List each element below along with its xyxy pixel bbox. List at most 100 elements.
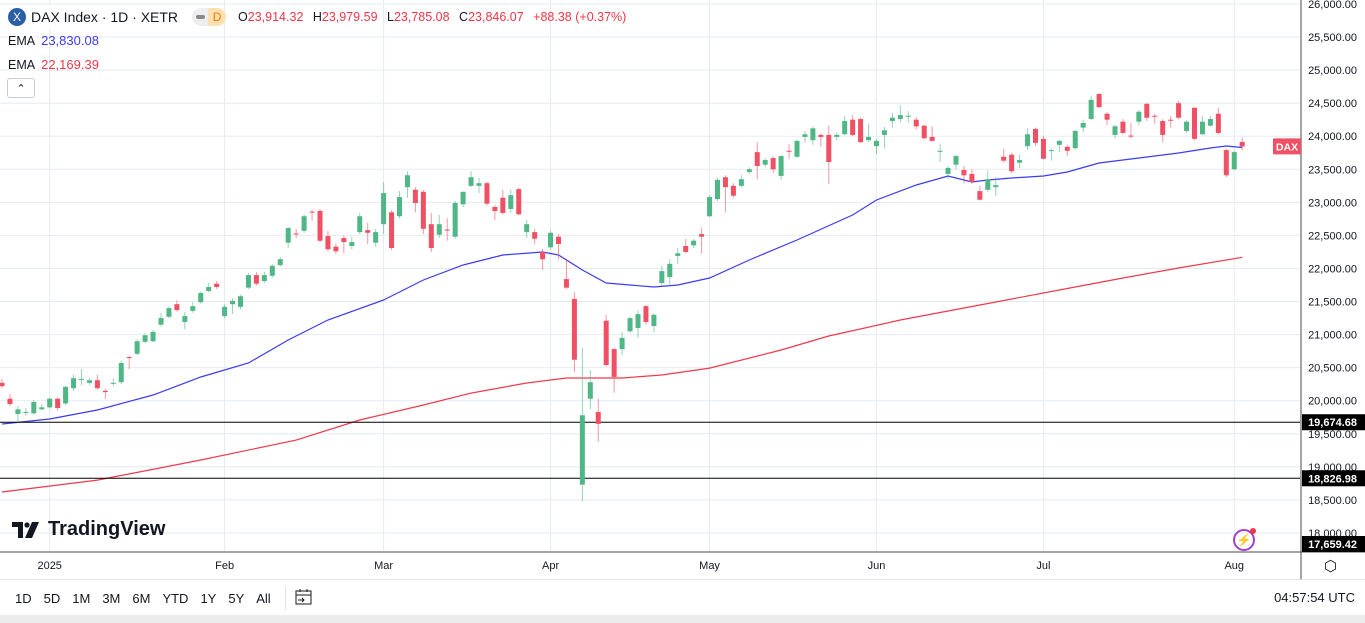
candle-down bbox=[556, 236, 561, 245]
candle-down bbox=[540, 251, 546, 260]
candle-down bbox=[786, 150, 792, 152]
candle-up bbox=[953, 156, 959, 165]
candle-down bbox=[428, 224, 434, 248]
range-5d[interactable]: 5D bbox=[43, 590, 61, 606]
candle-up bbox=[158, 318, 164, 325]
candle-up bbox=[1207, 119, 1213, 126]
price-chart[interactable]: 26,000.00 25,500.00 25,000.00 24,500.00 24,0… bbox=[0, 0, 1365, 579]
candle-down bbox=[94, 380, 100, 389]
candle-down bbox=[333, 246, 339, 252]
range-ytd[interactable]: YTD bbox=[162, 590, 189, 606]
candle-down bbox=[1168, 119, 1174, 121]
candle-up bbox=[1231, 152, 1237, 170]
chart-legend: X DAX Index · 1D · XETR D O23,914.32 H23… bbox=[8, 5, 632, 77]
candle-up bbox=[715, 179, 720, 200]
candle-up bbox=[945, 167, 951, 174]
candle-up bbox=[277, 259, 283, 266]
candle-up bbox=[230, 300, 236, 305]
range-3m[interactable]: 3M bbox=[102, 590, 121, 606]
range-all[interactable]: All bbox=[256, 590, 271, 606]
candle-up bbox=[1184, 121, 1190, 131]
candle-down bbox=[683, 245, 689, 252]
candle-up bbox=[1056, 140, 1062, 145]
candle-down bbox=[1040, 138, 1046, 159]
horizontal-line-price-tag bbox=[1302, 414, 1365, 431]
candle-down bbox=[317, 210, 323, 241]
candle-down bbox=[603, 320, 609, 366]
candle-up bbox=[635, 314, 641, 328]
candle-down bbox=[444, 229, 450, 231]
lightning-icon[interactable]: ⚡ bbox=[1233, 528, 1256, 551]
y-tick-label: 19,500.00 bbox=[1308, 429, 1357, 441]
candle-down bbox=[532, 232, 538, 239]
ema-fast-legend[interactable]: EMA 23,830.08 bbox=[8, 29, 632, 53]
y-tick-label: 20,000.00 bbox=[1308, 396, 1357, 408]
candle-down bbox=[929, 136, 935, 141]
candle-up bbox=[866, 136, 872, 141]
ema-slow-legend[interactable]: EMA 22,169.39 bbox=[8, 53, 632, 77]
candle-up bbox=[834, 134, 840, 137]
candle-up bbox=[707, 197, 713, 217]
settings-icon[interactable]: ⬡ bbox=[1324, 558, 1338, 575]
tradingview-logo[interactable]: TradingView bbox=[12, 518, 165, 541]
range-1d[interactable]: 1D bbox=[15, 590, 32, 606]
open-label: O bbox=[238, 10, 248, 24]
y-tick-label: 21,500.00 bbox=[1308, 297, 1357, 309]
candle-down bbox=[484, 183, 490, 204]
candle-down bbox=[1128, 135, 1134, 137]
bottom-price-label: 17,659.42 bbox=[1308, 539, 1357, 551]
y-tick-label: 22,500.00 bbox=[1308, 230, 1357, 242]
y-tick-label: 23,500.00 bbox=[1308, 164, 1357, 176]
candle-up bbox=[468, 177, 474, 186]
candle-down bbox=[571, 298, 577, 360]
candle-down bbox=[102, 390, 108, 393]
candle-down bbox=[412, 189, 418, 204]
candle-down bbox=[921, 125, 927, 139]
open-value: 23,914.32 bbox=[247, 10, 304, 24]
notification-dot bbox=[1250, 528, 1256, 534]
candle-up bbox=[47, 398, 53, 408]
candle-up bbox=[110, 382, 116, 384]
candle-down bbox=[7, 398, 13, 405]
horizontal-line-price-label: 18,826.98 bbox=[1308, 473, 1357, 485]
candle-up bbox=[619, 337, 625, 350]
candle-up bbox=[238, 296, 243, 307]
candle-down bbox=[1144, 103, 1150, 118]
ema-fast-value: 23,830.08 bbox=[41, 33, 99, 48]
candle-down bbox=[1215, 113, 1221, 133]
ema-slow-line bbox=[1, 256, 1243, 493]
range-1y[interactable]: 1Y bbox=[200, 590, 217, 606]
candle-up bbox=[39, 407, 45, 410]
ohlc-values: O23,914.32 H23,979.59 L23,785.08 C23,846… bbox=[238, 5, 632, 29]
utc-clock[interactable]: 04:57:54 UTC bbox=[1274, 590, 1355, 605]
candle-up bbox=[905, 115, 911, 117]
candle-down bbox=[1192, 107, 1197, 139]
candle-down bbox=[341, 238, 347, 243]
candle-down bbox=[858, 119, 864, 143]
candle-down bbox=[0, 382, 5, 387]
y-tick-label: 25,500.00 bbox=[1308, 32, 1357, 44]
candle-up bbox=[381, 193, 387, 225]
candle-down bbox=[1239, 141, 1245, 147]
candle-up bbox=[404, 175, 410, 188]
ema-slow-label: EMA bbox=[8, 53, 36, 77]
candle-down bbox=[770, 158, 776, 170]
candle-down bbox=[1096, 93, 1102, 108]
y-tick-label: 25,000.00 bbox=[1308, 65, 1357, 77]
candle-up bbox=[524, 224, 530, 233]
range-1m[interactable]: 1M bbox=[72, 590, 91, 606]
range-5y[interactable]: 5Y bbox=[228, 590, 245, 606]
symbol-title[interactable]: DAX Index · 1D · XETR bbox=[31, 5, 179, 29]
candle-up bbox=[222, 306, 228, 317]
horizontal-line-price-tag bbox=[1302, 470, 1365, 487]
candle-up bbox=[349, 242, 355, 246]
candle-up bbox=[1199, 121, 1205, 135]
candle-up bbox=[810, 128, 816, 141]
x-tick-label: Jul bbox=[1036, 560, 1050, 572]
goto-date-icon[interactable] bbox=[294, 587, 314, 610]
range-6m[interactable]: 6M bbox=[132, 590, 151, 606]
market-status-badge[interactable]: D bbox=[192, 8, 227, 26]
candle-down bbox=[1104, 113, 1110, 120]
delayed-badge: D bbox=[208, 8, 227, 26]
collapse-legend-button[interactable]: ⌃ bbox=[7, 78, 35, 98]
